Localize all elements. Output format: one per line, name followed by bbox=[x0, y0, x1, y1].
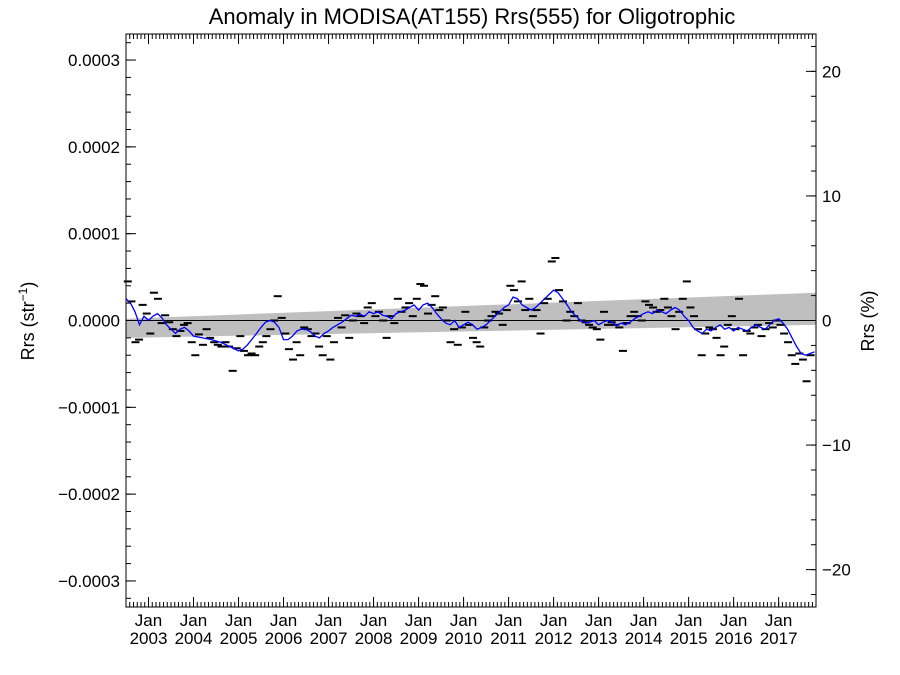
x-tick-month-label: Jan bbox=[405, 611, 432, 630]
x-tick-month-label: Jan bbox=[630, 611, 657, 630]
y-tick-right-label: −20 bbox=[822, 561, 851, 580]
x-tick-year-label: 2007 bbox=[310, 629, 348, 648]
x-tick-year-label: 2016 bbox=[715, 629, 753, 648]
x-tick-year-label: 2017 bbox=[760, 629, 798, 648]
x-tick-year-label: 2008 bbox=[355, 629, 393, 648]
x-tick-year-label: 2013 bbox=[580, 629, 618, 648]
y-tick-left-label: −0.0003 bbox=[58, 572, 120, 591]
x-tick-year-label: 2006 bbox=[265, 629, 303, 648]
y-tick-left-label: −0.0002 bbox=[58, 485, 120, 504]
running-mean-line bbox=[125, 289, 815, 356]
x-axis: Jan2003Jan2004Jan2005Jan2006Jan2007Jan20… bbox=[129, 34, 813, 648]
x-tick-month-label: Jan bbox=[720, 611, 747, 630]
x-tick-month-label: Jan bbox=[270, 611, 297, 630]
y-tick-right-label: 0 bbox=[822, 312, 831, 331]
x-tick-month-label: Jan bbox=[675, 611, 702, 630]
x-tick-month-label: Jan bbox=[540, 611, 567, 630]
y-axis-left: 0.0003 0.0002 0.0001 0.0000 −0.0001 −0.0002 −0… bbox=[58, 42, 136, 599]
x-tick-month-label: Jan bbox=[450, 611, 477, 630]
x-tick-year-label: 2011 bbox=[490, 629, 527, 648]
x-tick-month-label: Jan bbox=[495, 611, 522, 630]
x-tick-year-label: 2015 bbox=[670, 629, 708, 648]
x-tick-month-label: Jan bbox=[180, 611, 207, 630]
x-tick-month-label: Jan bbox=[360, 611, 387, 630]
y-tick-left-label: 0.0001 bbox=[68, 225, 120, 244]
x-tick-year-label: 2003 bbox=[130, 629, 168, 648]
x-tick-month-label: Jan bbox=[585, 611, 612, 630]
y-axis-left-label: Rrs (str−1) bbox=[16, 282, 38, 361]
x-tick-year-label: 2014 bbox=[625, 629, 663, 648]
y-axis-right: 20 10 0 −10 −20 bbox=[806, 45, 851, 596]
x-tick-month-label: Jan bbox=[765, 611, 792, 630]
y-axis-right-label: Rrs (%) bbox=[858, 291, 878, 352]
x-tick-year-label: 2004 bbox=[175, 629, 213, 648]
x-tick-month-label: Jan bbox=[225, 611, 252, 630]
x-tick-year-label: 2010 bbox=[445, 629, 483, 648]
uncertainty-band bbox=[126, 292, 816, 338]
y-tick-right-label: −10 bbox=[822, 436, 851, 455]
uncertainty-band-layer bbox=[126, 292, 816, 338]
x-tick-month-label: Jan bbox=[135, 611, 162, 630]
y-tick-right-label: 10 bbox=[822, 187, 841, 206]
y-tick-right-label: 20 bbox=[822, 62, 841, 81]
x-tick-year-label: 2012 bbox=[535, 629, 573, 648]
y-tick-left-label: 0.0003 bbox=[68, 51, 120, 70]
x-tick-year-label: 2009 bbox=[400, 629, 438, 648]
x-tick-month-label: Jan bbox=[315, 611, 342, 630]
y-tick-left-label: −0.0001 bbox=[58, 398, 120, 417]
chart-title: Anomaly in MODISA(AT155) Rrs(555) for Ol… bbox=[209, 4, 736, 29]
running-mean-layer bbox=[125, 289, 815, 356]
y-tick-left-label: 0.0002 bbox=[68, 138, 120, 157]
y-tick-left-label: 0.0000 bbox=[68, 312, 120, 331]
x-tick-year-label: 2005 bbox=[220, 629, 258, 648]
